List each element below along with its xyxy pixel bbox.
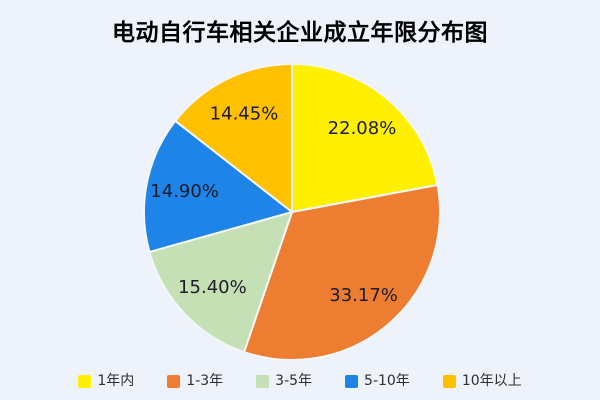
legend-item-4[interactable]: 5-10年 — [345, 374, 410, 388]
pie-slice-label: 33.17% — [329, 285, 398, 306]
pie-slice-label: 15.40% — [178, 277, 247, 298]
pie-slice-2[interactable] — [243, 184, 441, 361]
legend-swatch-icon — [256, 374, 270, 388]
legend-item-label: 5-10年 — [364, 373, 410, 389]
legend-item-3[interactable]: 3-5年 — [256, 374, 312, 388]
legend-swatch-icon — [345, 374, 359, 388]
legend-swatch-icon — [78, 374, 92, 388]
legend-item-label: 3-5年 — [275, 373, 313, 389]
legend-item-1[interactable]: 1年内 — [78, 374, 134, 388]
legend-swatch-icon — [442, 374, 456, 388]
legend-item-label: 1-3年 — [186, 373, 224, 389]
pie-slice-1[interactable] — [291, 63, 439, 213]
legend-item-5[interactable]: 10年以上 — [442, 373, 522, 389]
pie-slice-label: 22.08% — [328, 118, 397, 139]
legend: 1年内 1-3年 3-5年 5-10年 10年以上 — [0, 374, 600, 388]
pie-slice-label: 14.45% — [210, 104, 279, 125]
legend-item-label: 1年内 — [97, 373, 135, 389]
pie-slice-label: 14.90% — [150, 181, 219, 202]
chart-title: 电动自行车相关企业成立年限分布图 — [112, 20, 488, 46]
pie-slice-5[interactable] — [174, 63, 293, 213]
legend-swatch-icon — [167, 374, 181, 388]
pie-slice-3[interactable] — [148, 211, 293, 354]
legend-item-label: 10年以上 — [461, 373, 522, 389]
legend-item-2[interactable]: 1-3年 — [167, 374, 223, 388]
pie-slice-4[interactable] — [142, 119, 293, 253]
